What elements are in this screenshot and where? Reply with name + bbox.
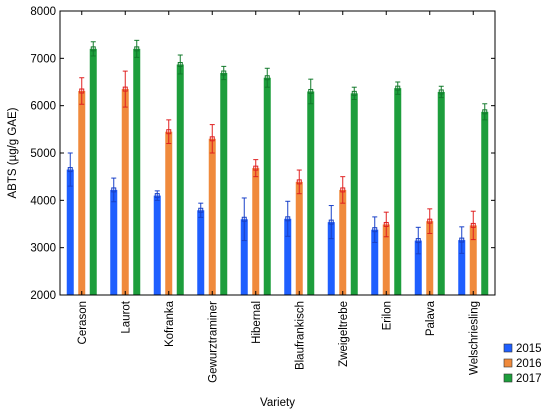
bar-2017-Laurot — [133, 48, 141, 295]
y-tick-label: 3000 — [30, 243, 56, 255]
bar-2016-Laurot — [121, 89, 129, 295]
x-tick-label: Welschriesling — [468, 301, 480, 375]
y-tick-label: 2000 — [30, 290, 56, 302]
legend-label: 2017 — [516, 373, 542, 385]
mean-marker — [264, 75, 270, 81]
mean-marker — [415, 238, 421, 244]
mean-marker — [482, 109, 488, 115]
x-tick-label: Palava — [425, 300, 437, 336]
bar-2016-Hibernal — [252, 168, 260, 295]
bar-2015-Blaufrankisch — [284, 218, 292, 295]
bar-2016-Palava — [426, 221, 434, 295]
bar-2015-Laurot — [110, 189, 118, 295]
x-axis: Cerason Laurot Kofranka Gewurztraminer Hiber… — [77, 11, 480, 383]
bar-2016-Blaufrankisch — [295, 181, 303, 295]
y-tick-label: 8000 — [30, 6, 56, 18]
bar-2015-Hibernal — [240, 219, 248, 295]
bar-2017-Hibernal — [263, 77, 271, 296]
bar-2015-Welschriesling — [458, 240, 466, 295]
x-tick-label: Gewurztraminer — [207, 301, 219, 383]
mean-marker — [154, 193, 160, 199]
x-tick-label: Blaufrankisch — [294, 301, 306, 370]
mean-marker — [340, 187, 346, 193]
plot-frame — [59, 10, 496, 296]
mean-marker — [134, 46, 140, 52]
mean-marker — [67, 167, 73, 173]
mean-marker — [79, 88, 85, 94]
mean-marker — [438, 89, 444, 95]
mean-marker — [459, 237, 465, 243]
mean-marker — [383, 221, 389, 227]
bar-2017-Blaufrankisch — [307, 91, 315, 295]
mean-marker — [166, 129, 172, 135]
bar-2017-Zweigeltrebe — [350, 93, 358, 295]
mean-marker — [395, 85, 401, 91]
x-tick-label: Kofranka — [164, 300, 176, 347]
mean-marker — [90, 46, 96, 52]
x-axis-title: Variety — [260, 397, 295, 409]
bars — [66, 39, 489, 296]
mean-marker — [122, 86, 128, 92]
mean-marker — [427, 218, 433, 224]
bar-2016-Erilon — [382, 224, 390, 295]
mean-marker — [296, 179, 302, 185]
bar-2016-Cerason — [78, 90, 86, 295]
bar-2017-Cerason — [89, 48, 97, 295]
mean-marker — [470, 222, 476, 228]
y-tick-label: 7000 — [30, 53, 56, 65]
bar-2017-Welschriesling — [481, 111, 489, 295]
legend-label: 2015 — [516, 343, 542, 355]
y-axis-title: ABTS (µg/g GAE) — [7, 107, 19, 198]
bar-2015-Palava — [414, 240, 422, 295]
mean-marker — [285, 216, 291, 222]
bar-2016-Zweigeltrebe — [339, 189, 347, 295]
mean-marker — [253, 165, 259, 171]
legend-swatch-2017 — [503, 373, 513, 383]
bar-2015-Zweigeltrebe — [327, 222, 335, 295]
mean-marker — [351, 90, 357, 96]
mean-marker — [372, 227, 378, 233]
x-tick-label: Zweigeltrebe — [338, 301, 350, 367]
bar-2017-Palava — [437, 91, 445, 295]
bar-2016-Welschriesling — [469, 225, 477, 295]
y-tick-label: 6000 — [30, 101, 56, 113]
x-tick-label: Laurot — [120, 300, 132, 333]
mean-marker — [209, 136, 215, 142]
mean-marker — [177, 61, 183, 67]
bar-2016-Gewurztraminer — [208, 138, 216, 295]
y-tick-label: 4000 — [30, 195, 56, 207]
mean-marker — [308, 88, 314, 94]
bar-2017-Kofranka — [176, 64, 184, 295]
bar-2017-Erilon — [394, 88, 402, 295]
bar-2015-Gewurztraminer — [197, 210, 205, 295]
bar-2017-Gewurztraminer — [220, 73, 228, 295]
legend-label: 2016 — [516, 358, 542, 370]
bar-2015-Cerason — [66, 169, 74, 295]
y-tick-label: 5000 — [30, 148, 56, 160]
mean-marker — [241, 216, 247, 222]
bar-2015-Kofranka — [153, 195, 161, 295]
mean-marker — [198, 207, 204, 213]
y-axis: 2000 3000 4000 5000 6000 7000 8000 — [30, 6, 495, 302]
mean-marker — [221, 70, 227, 76]
mean-marker — [111, 187, 117, 193]
mean-marker — [328, 219, 334, 225]
x-tick-label: Hibernal — [251, 301, 263, 344]
bar-2016-Kofranka — [165, 131, 173, 295]
x-tick-label: Cerason — [77, 301, 89, 344]
legend-swatch-2015 — [503, 343, 513, 353]
legend: 2015 2016 2017 — [503, 343, 542, 385]
legend-swatch-2016 — [503, 358, 513, 368]
bar-2015-Erilon — [371, 229, 379, 295]
x-tick-label: Erilon — [381, 301, 393, 330]
